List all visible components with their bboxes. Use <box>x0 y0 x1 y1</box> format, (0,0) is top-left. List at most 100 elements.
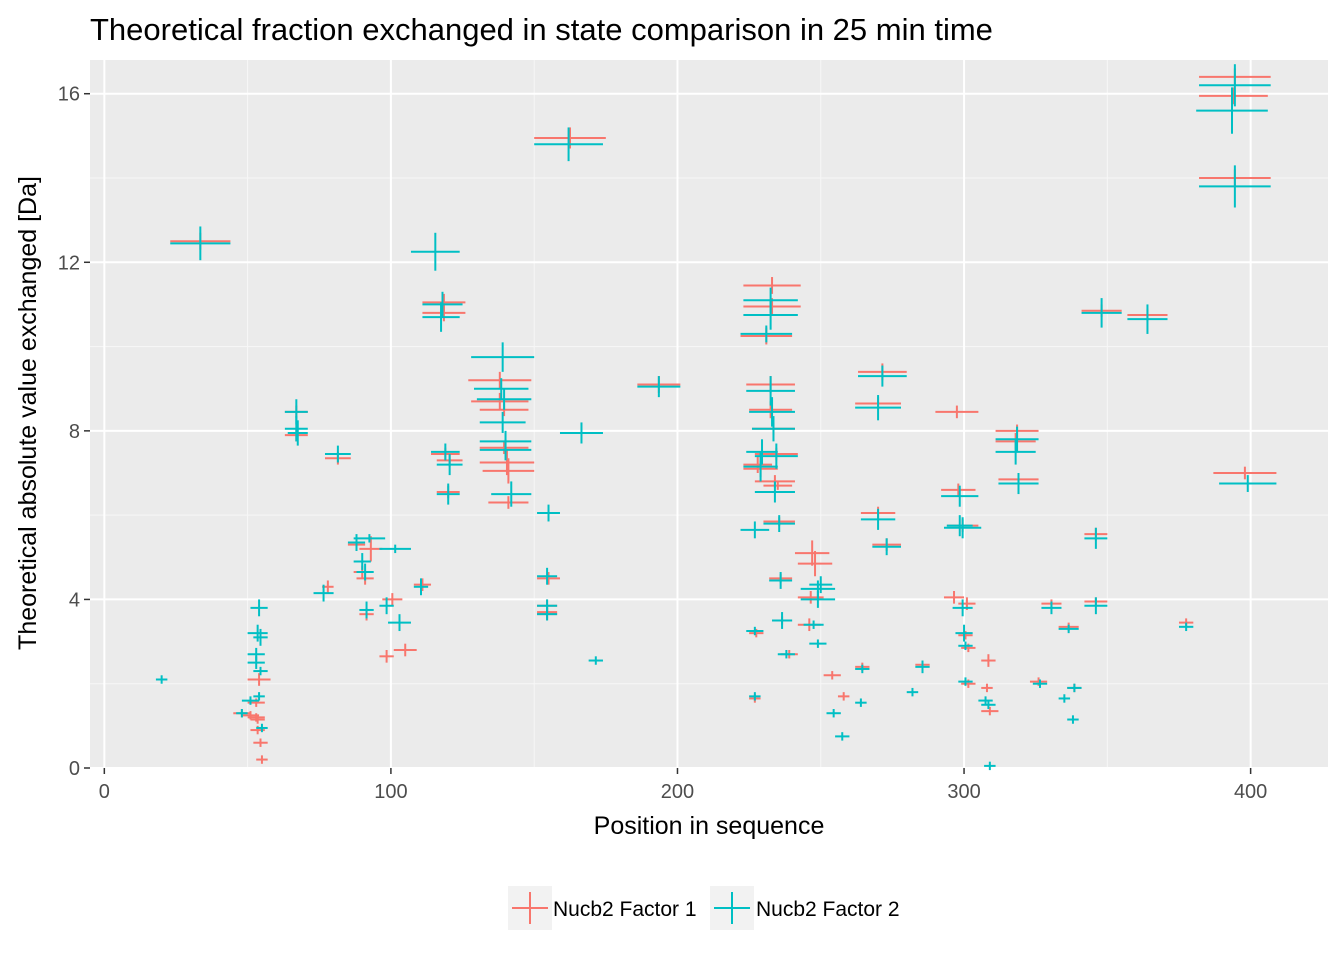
data-point <box>413 578 429 596</box>
data-point <box>1196 87 1268 134</box>
y-tick-label: 16 <box>58 84 80 106</box>
data-point <box>479 439 532 461</box>
data-point <box>981 683 993 693</box>
grid-minor <box>90 60 1328 768</box>
data-point <box>359 536 383 562</box>
data-point <box>946 515 973 537</box>
data-point <box>943 591 965 604</box>
data-point <box>1058 624 1079 634</box>
data-point <box>763 481 793 490</box>
data-point <box>958 641 973 650</box>
data-point <box>749 692 761 701</box>
x-axis: 0 100 200 300 400 <box>99 768 1267 803</box>
data-point <box>170 226 231 261</box>
data-point <box>422 302 460 332</box>
x-tick-label: 0 <box>99 781 110 803</box>
data-point <box>471 342 535 372</box>
y-tick-label: 4 <box>69 589 80 611</box>
data-point <box>855 664 870 674</box>
data-point <box>763 515 795 532</box>
legend-label: Nucb2 Factor 2 <box>756 898 900 921</box>
data-point <box>1041 601 1062 615</box>
data-point <box>797 591 824 604</box>
data-point <box>287 420 308 446</box>
y-axis: 0 4 8 12 16 <box>58 84 90 780</box>
data-point <box>155 675 168 684</box>
y-tick-label: 0 <box>69 758 80 780</box>
data-point <box>835 732 850 741</box>
data-point <box>347 534 366 551</box>
data-point <box>313 584 334 602</box>
data-point <box>1067 683 1082 693</box>
data-point <box>754 443 798 469</box>
data-point <box>749 397 795 427</box>
data-point <box>941 483 976 497</box>
data-point <box>393 643 417 657</box>
data-point <box>256 723 268 733</box>
data-point <box>935 405 979 419</box>
data-point <box>488 496 529 509</box>
data-point <box>479 411 526 433</box>
data-point <box>998 473 1039 495</box>
data-point <box>872 538 902 556</box>
data-point <box>379 597 394 615</box>
data-point <box>422 304 466 322</box>
data-point <box>537 607 558 621</box>
data-point <box>1178 622 1194 632</box>
data-point <box>413 578 432 591</box>
y-tick-label: 12 <box>58 252 80 274</box>
data-point <box>379 544 411 554</box>
y-axis-label: Theoretical absolute value exchanged [Da… <box>14 176 42 650</box>
data-point <box>436 483 460 505</box>
data-point <box>256 755 268 764</box>
data-point <box>559 422 603 444</box>
data-point <box>1084 527 1108 549</box>
data-point <box>479 441 529 455</box>
data-point <box>740 325 793 343</box>
data-point <box>981 706 999 716</box>
data-point <box>431 443 460 461</box>
data-point <box>436 454 463 476</box>
data-point <box>826 709 841 718</box>
data-point <box>422 291 463 318</box>
legend-item: Nucb2 Factor 2 <box>710 886 900 930</box>
data-point <box>537 572 560 585</box>
legend: Nucb2 Factor 1 Nucb2 Factor 2 <box>508 886 900 930</box>
data-point <box>468 371 532 389</box>
data-point <box>958 677 973 686</box>
data-point <box>794 540 830 566</box>
data-point <box>1199 64 1271 107</box>
data-point <box>981 700 996 709</box>
data-point <box>637 376 681 398</box>
data-point <box>837 692 850 701</box>
data-point <box>809 576 833 594</box>
data-point <box>1058 694 1071 703</box>
data-point <box>858 365 907 387</box>
data-point <box>359 601 374 619</box>
data-point <box>981 654 996 667</box>
data-point <box>809 639 827 648</box>
data-point <box>471 392 529 410</box>
data-point <box>800 591 836 608</box>
data-point <box>995 426 1039 452</box>
data-point <box>410 232 460 271</box>
data-point <box>743 277 801 294</box>
data-point <box>1084 597 1108 615</box>
data-point <box>247 656 265 669</box>
data-point <box>823 671 841 680</box>
data-point <box>537 504 560 522</box>
data-point <box>743 300 798 330</box>
data-point <box>995 439 1036 465</box>
data-point <box>1067 715 1079 724</box>
data-point <box>250 599 268 617</box>
data-point <box>772 612 793 629</box>
data-point <box>941 485 979 507</box>
data-point <box>984 761 996 771</box>
x-tick-label: 200 <box>661 781 694 803</box>
data-point <box>236 709 248 718</box>
data-point <box>1081 298 1122 328</box>
data-point <box>253 692 265 701</box>
series-nucb2-factor-2 <box>155 64 1277 771</box>
data-point <box>769 572 793 589</box>
